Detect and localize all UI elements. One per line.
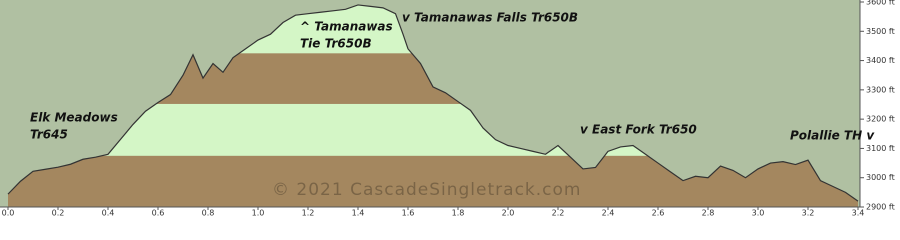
x-tick-label: 3.0: [752, 209, 765, 218]
y-tick-label: 3500 ft: [866, 27, 895, 36]
annotation: ^ Tamanawas: [300, 20, 393, 34]
x-tick-label: 3.2: [802, 209, 815, 218]
x-tick-label: 1.8: [452, 209, 465, 218]
x-tick-label: 0.0: [2, 209, 15, 218]
x-tick-label: 2.0: [502, 209, 515, 218]
x-tick-label: 1.6: [402, 209, 415, 218]
chart: 2900 ft 3000 ft 3100 ft 3200 ft 3300 ft 3400 …: [0, 0, 895, 218]
x-tick-label: 0.4: [102, 209, 115, 218]
x-tick-label: 2.6: [652, 209, 665, 218]
annotation: Elk Meadows: [30, 111, 118, 125]
annotation: v East Fork Tr650: [580, 123, 697, 137]
x-tick-label: 2.8: [702, 209, 715, 218]
y-tick-label: 3200 ft: [866, 115, 895, 124]
annotation: Tr645: [30, 128, 68, 142]
y-tick-label: 3600 ft: [866, 0, 895, 7]
profile-line: [7, 4, 859, 202]
x-tick-label: 2.2: [552, 209, 565, 218]
y-tick-label: 2900 ft: [866, 203, 895, 212]
x-tick-label: 0.6: [152, 209, 165, 218]
x-tick-label: 1.0: [252, 209, 265, 218]
annotation: Polallie TH v: [790, 129, 875, 143]
x-tick-label: 1.4: [352, 209, 365, 218]
y-tick-label: 3400 ft: [866, 56, 895, 65]
annotation: Tie Tr650B: [300, 37, 372, 51]
watermark: © 2021 CascadeSingletrack.com: [272, 180, 581, 200]
x-tick-label: 1.2: [302, 209, 315, 218]
x-tick-label: 3.4: [852, 209, 865, 218]
x-tick-label: 0.8: [202, 209, 215, 218]
x-tick-label: 2.4: [602, 209, 615, 218]
y-tick-label: 3100 ft: [866, 144, 895, 153]
y-tick-label: 3000 ft: [866, 173, 895, 182]
annotation: v Tamanawas Falls Tr650B: [402, 11, 578, 25]
x-tick-label: 0.2: [52, 209, 65, 218]
y-tick-label: 3300 ft: [866, 85, 895, 94]
